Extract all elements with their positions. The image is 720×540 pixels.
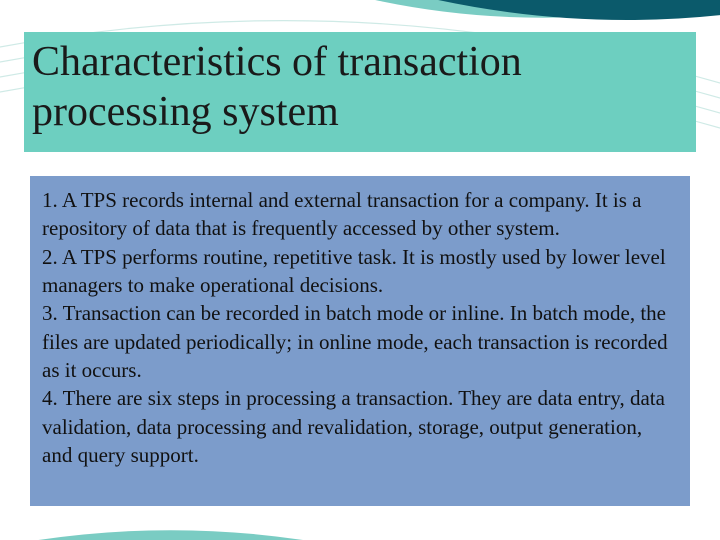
slide: Characteristics of transaction processin… — [0, 0, 720, 540]
title-container: Characteristics of transaction processin… — [24, 32, 696, 152]
body-container: 1. A TPS records internal and external t… — [30, 176, 690, 506]
slide-title: Characteristics of transaction processin… — [32, 38, 684, 137]
body-text: 1. A TPS records internal and external t… — [42, 186, 674, 469]
